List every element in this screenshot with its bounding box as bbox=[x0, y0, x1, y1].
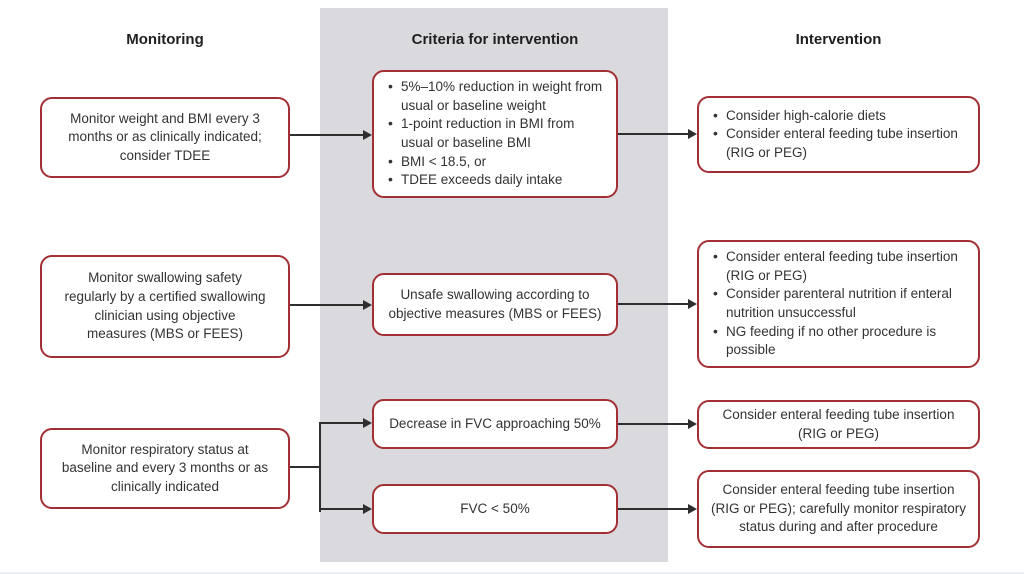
text-line: status during and after procedure bbox=[739, 519, 938, 535]
bullet-text: 5%–10% reduction in weight from usual or… bbox=[401, 79, 603, 113]
text-line: Monitor swallowing safety bbox=[88, 270, 242, 286]
bullet-item: Consider enteral feeding tube insertion … bbox=[711, 124, 970, 162]
text-line: Consider enteral feeding tube insertion bbox=[722, 482, 955, 498]
bullet-item: 1-point reduction in BMI from usual or b… bbox=[386, 114, 608, 152]
bullet-item: Consider parenteral nutrition if enteral… bbox=[711, 284, 970, 322]
text-line: Unsafe swallowing according to bbox=[400, 286, 590, 302]
flow-arrow bbox=[290, 300, 372, 310]
bullet-item: 5%–10% reduction in weight from usual or… bbox=[386, 77, 608, 115]
text-line: (RIG or PEG) bbox=[797, 425, 879, 441]
text-line: Monitor weight and BMI every 3 bbox=[70, 110, 260, 126]
text-line: clinician using objective bbox=[94, 307, 236, 323]
text-line: baseline and every 3 months or as bbox=[61, 460, 269, 476]
text-line: regularly by a certified swallowing bbox=[64, 288, 266, 304]
flow-arrow bbox=[618, 504, 697, 514]
intervention-box-fvc-approaching-50: Consider enteral feeding tube insertion … bbox=[697, 400, 980, 449]
text-line: months or as clinically indicated; bbox=[68, 129, 262, 145]
branch-vertical-line bbox=[319, 422, 321, 512]
bullet-text: TDEE exceeds daily intake bbox=[401, 172, 563, 188]
flow-arrow bbox=[290, 130, 372, 140]
bullet-item: Consider high-calorie diets bbox=[711, 106, 970, 126]
monitoring-box-weight-bmi: Monitor weight and BMI every 3 months or… bbox=[40, 97, 290, 178]
flow-arrow bbox=[319, 504, 372, 514]
monitoring-box-respiratory: Monitor respiratory status at baseline a… bbox=[40, 428, 290, 509]
monitoring-box-swallowing: Monitor swallowing safety regularly by a… bbox=[40, 255, 290, 358]
column-header-monitoring: Monitoring bbox=[126, 31, 204, 48]
text-line: consider TDEE bbox=[119, 147, 211, 163]
bullet-text: Consider parenteral nutrition if enteral… bbox=[726, 286, 952, 320]
bullet-text: Consider enteral feeding tube insertion … bbox=[726, 249, 958, 283]
criteria-box-weight-bmi: 5%–10% reduction in weight from usual or… bbox=[372, 70, 618, 198]
bullet-text: Consider high-calorie diets bbox=[726, 107, 886, 123]
criteria-box-swallowing: Unsafe swallowing according to objective… bbox=[372, 273, 618, 336]
text-line: FVC < 50% bbox=[460, 500, 530, 516]
column-header-intervention: Intervention bbox=[795, 31, 882, 48]
bullet-text: Consider enteral feeding tube insertion … bbox=[726, 126, 958, 160]
bullet-item: Consider enteral feeding tube insertion … bbox=[711, 247, 970, 285]
bullet-text: NG feeding if no other procedure is poss… bbox=[726, 323, 937, 358]
flow-arrow bbox=[618, 419, 697, 429]
column-header-criteria: Criteria for intervention bbox=[411, 31, 579, 48]
text-line: Monitor respiratory status at bbox=[81, 441, 249, 457]
text-line: Decrease in FVC approaching 50% bbox=[389, 415, 601, 431]
flow-arrow bbox=[618, 299, 697, 309]
flow-arrow bbox=[319, 418, 372, 428]
bullet-item: BMI < 18.5, or bbox=[386, 152, 608, 172]
text-line: measures (MBS or FEES) bbox=[86, 326, 244, 342]
intervention-box-fvc-below-50: Consider enteral feeding tube insertion … bbox=[697, 470, 980, 548]
criteria-box-fvc-approaching-50: Decrease in FVC approaching 50% bbox=[372, 399, 618, 449]
intervention-box-swallowing: Consider enteral feeding tube insertion … bbox=[697, 240, 980, 368]
intervention-box-weight-bmi: Consider high-calorie diets Consider ent… bbox=[697, 96, 980, 173]
branch-stem-line bbox=[290, 466, 321, 468]
text-line: Consider enteral feeding tube insertion bbox=[722, 406, 955, 422]
bullet-text: 1-point reduction in BMI from usual or b… bbox=[401, 116, 575, 150]
text-line: clinically indicated bbox=[110, 478, 220, 494]
bullet-item: TDEE exceeds daily intake bbox=[386, 170, 608, 190]
bullet-text: BMI < 18.5, or bbox=[401, 153, 487, 169]
criteria-box-fvc-below-50: FVC < 50% bbox=[372, 484, 618, 534]
flow-arrow bbox=[618, 129, 697, 139]
text-line: (RIG or PEG); carefully monitor respirat… bbox=[710, 500, 967, 516]
bullet-item: NG feeding if no other procedure is poss… bbox=[711, 322, 970, 360]
text-line: objective measures (MBS or FEES) bbox=[388, 305, 602, 321]
